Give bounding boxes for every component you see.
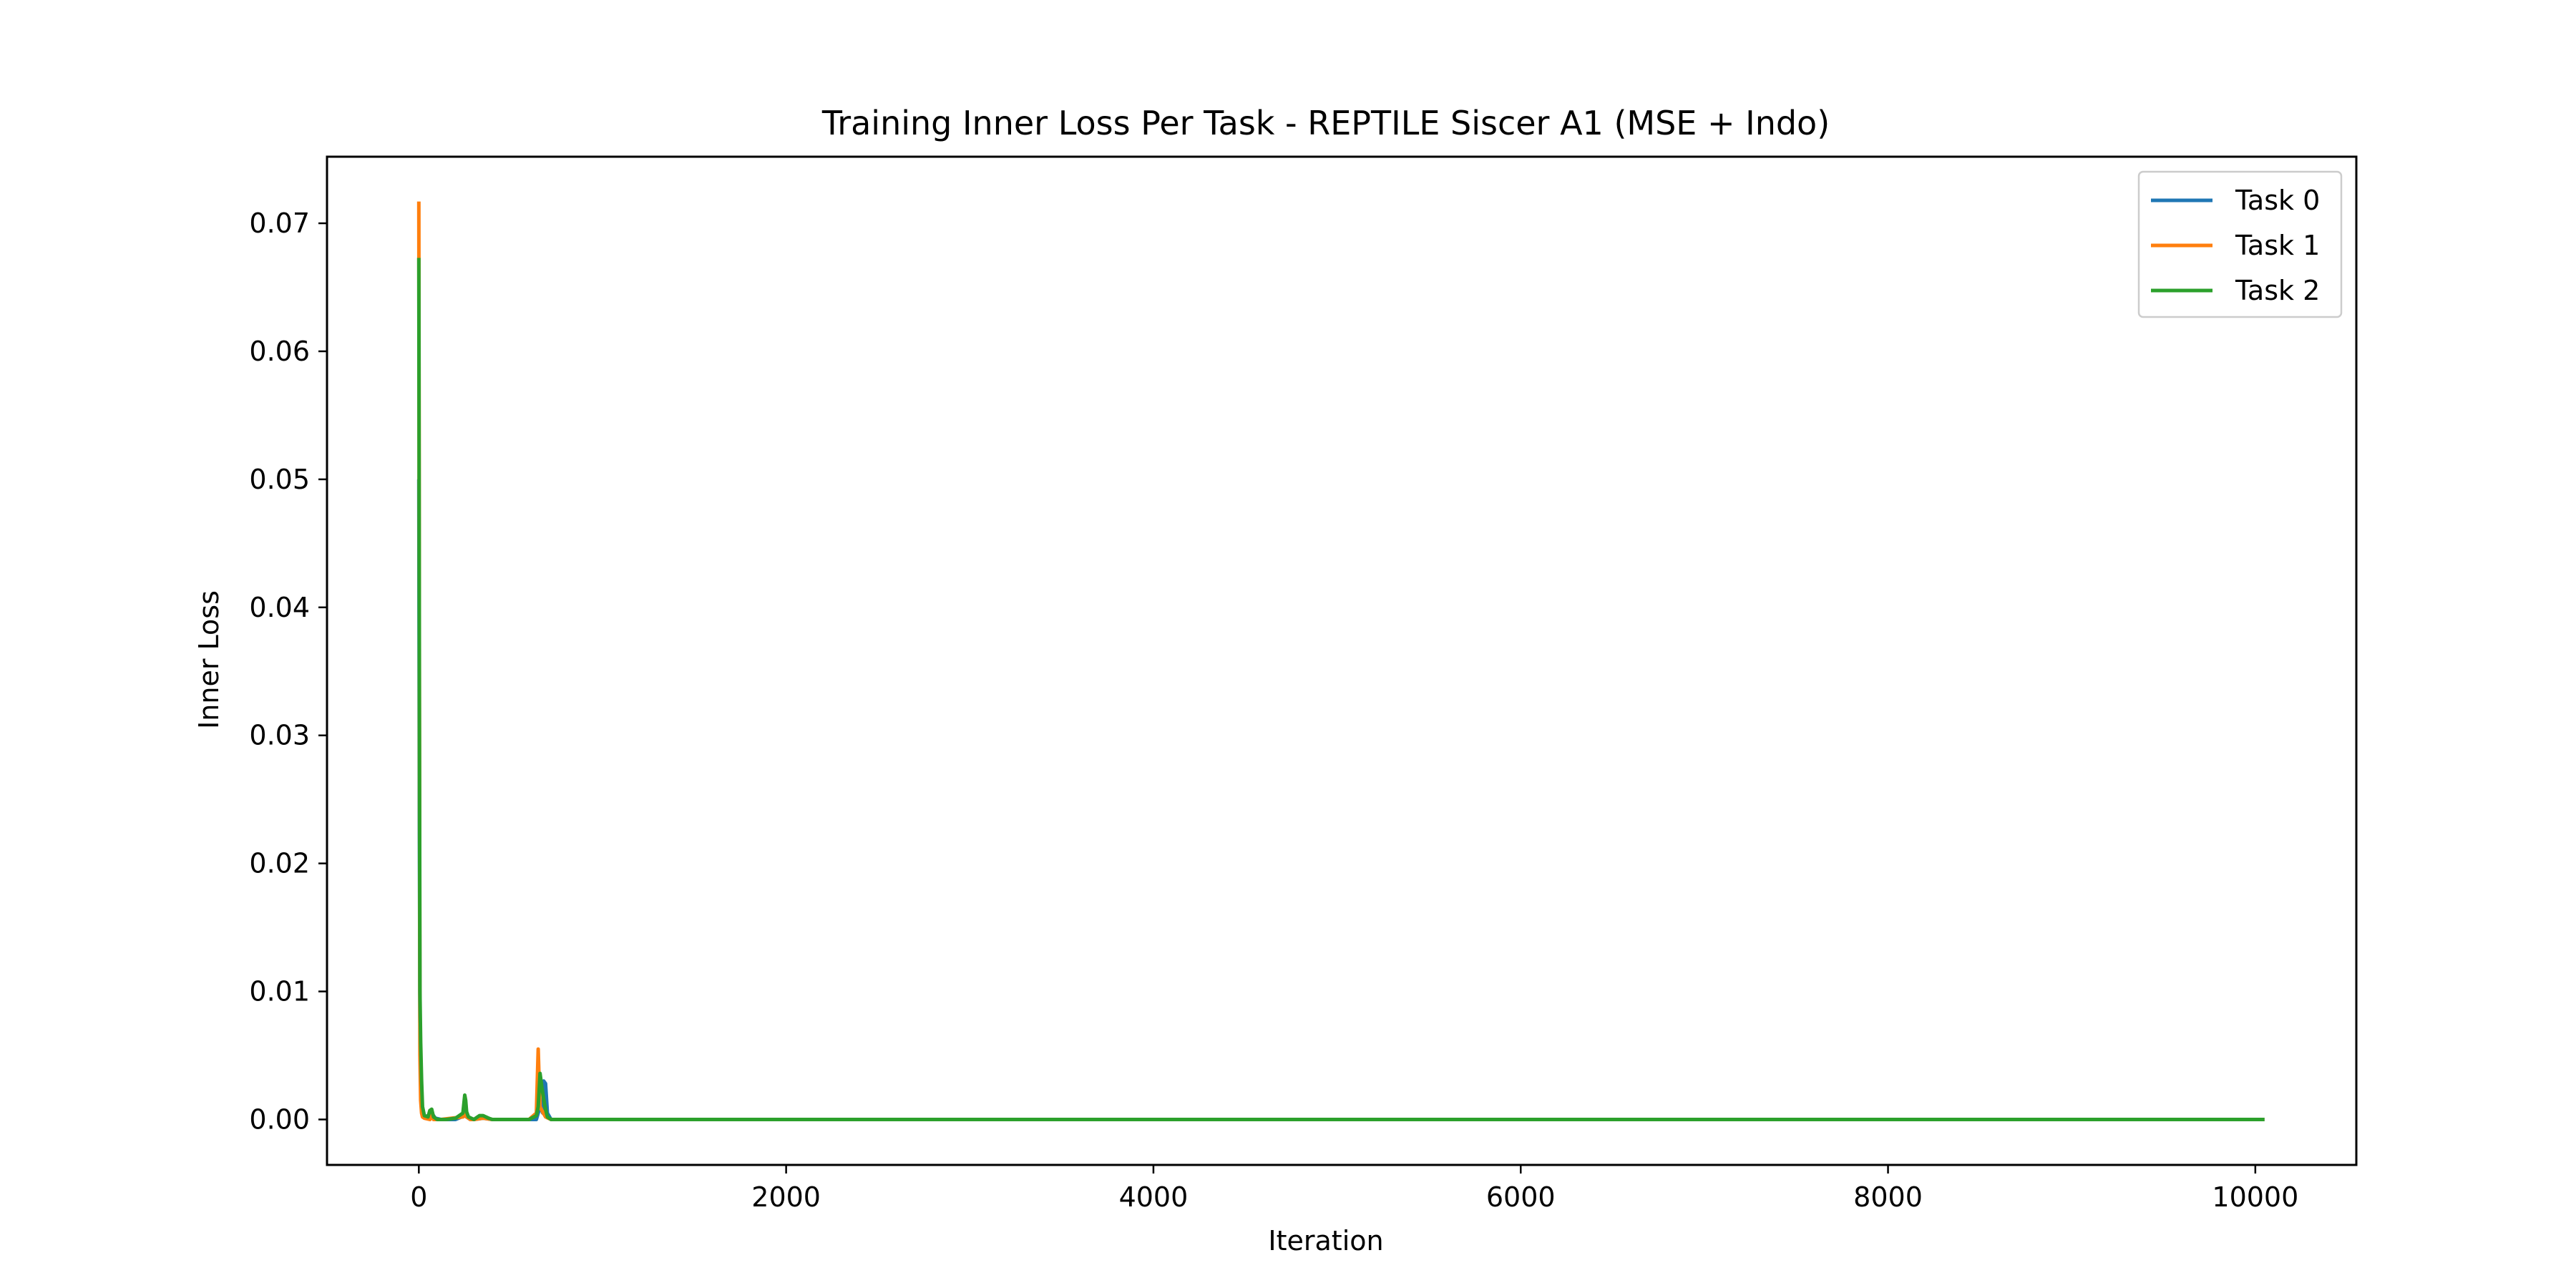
x-tick-label: 0 <box>410 1181 427 1213</box>
series-layer <box>416 201 2265 1121</box>
y-tick-label: 0.00 <box>249 1103 310 1135</box>
x-tick-label: 6000 <box>1486 1181 1556 1213</box>
x-axis: 0 2000 4000 6000 8000 10000 <box>410 1165 2298 1213</box>
legend-label-task-0: Task 0 <box>2235 185 2320 216</box>
x-tick-label: 10000 <box>2212 1181 2298 1213</box>
legend-box <box>2137 170 2343 318</box>
y-tick-label: 0.02 <box>249 848 310 879</box>
plot-frame <box>326 155 2358 1166</box>
y-tick-label: 0.07 <box>249 208 310 239</box>
y-tick-label: 0.04 <box>249 592 310 623</box>
chart-title: Training Inner Loss Per Task - REPTILE S… <box>821 104 1830 142</box>
y-tick-label: 0.03 <box>249 720 310 751</box>
legend-label-task-2: Task 2 <box>2235 275 2320 306</box>
x-axis-title: Iteration <box>1268 1225 1383 1257</box>
legend: Task 0 Task 1 Task 2 <box>2137 170 2343 318</box>
y-tick-label: 0.05 <box>249 464 310 495</box>
y-tick-label: 0.06 <box>249 336 310 367</box>
y-tick-label: 0.01 <box>249 976 310 1008</box>
y-axis: 0.00 0.01 0.02 0.03 0.04 0.05 0.06 0.07 <box>249 208 327 1135</box>
series-line-task-2 <box>416 258 2265 1121</box>
y-axis-title: Inner Loss <box>193 590 225 729</box>
x-tick-label: 2000 <box>751 1181 821 1213</box>
legend-label-task-1: Task 1 <box>2235 230 2320 261</box>
x-tick-label: 8000 <box>1853 1181 1923 1213</box>
x-tick-label: 4000 <box>1119 1181 1189 1213</box>
